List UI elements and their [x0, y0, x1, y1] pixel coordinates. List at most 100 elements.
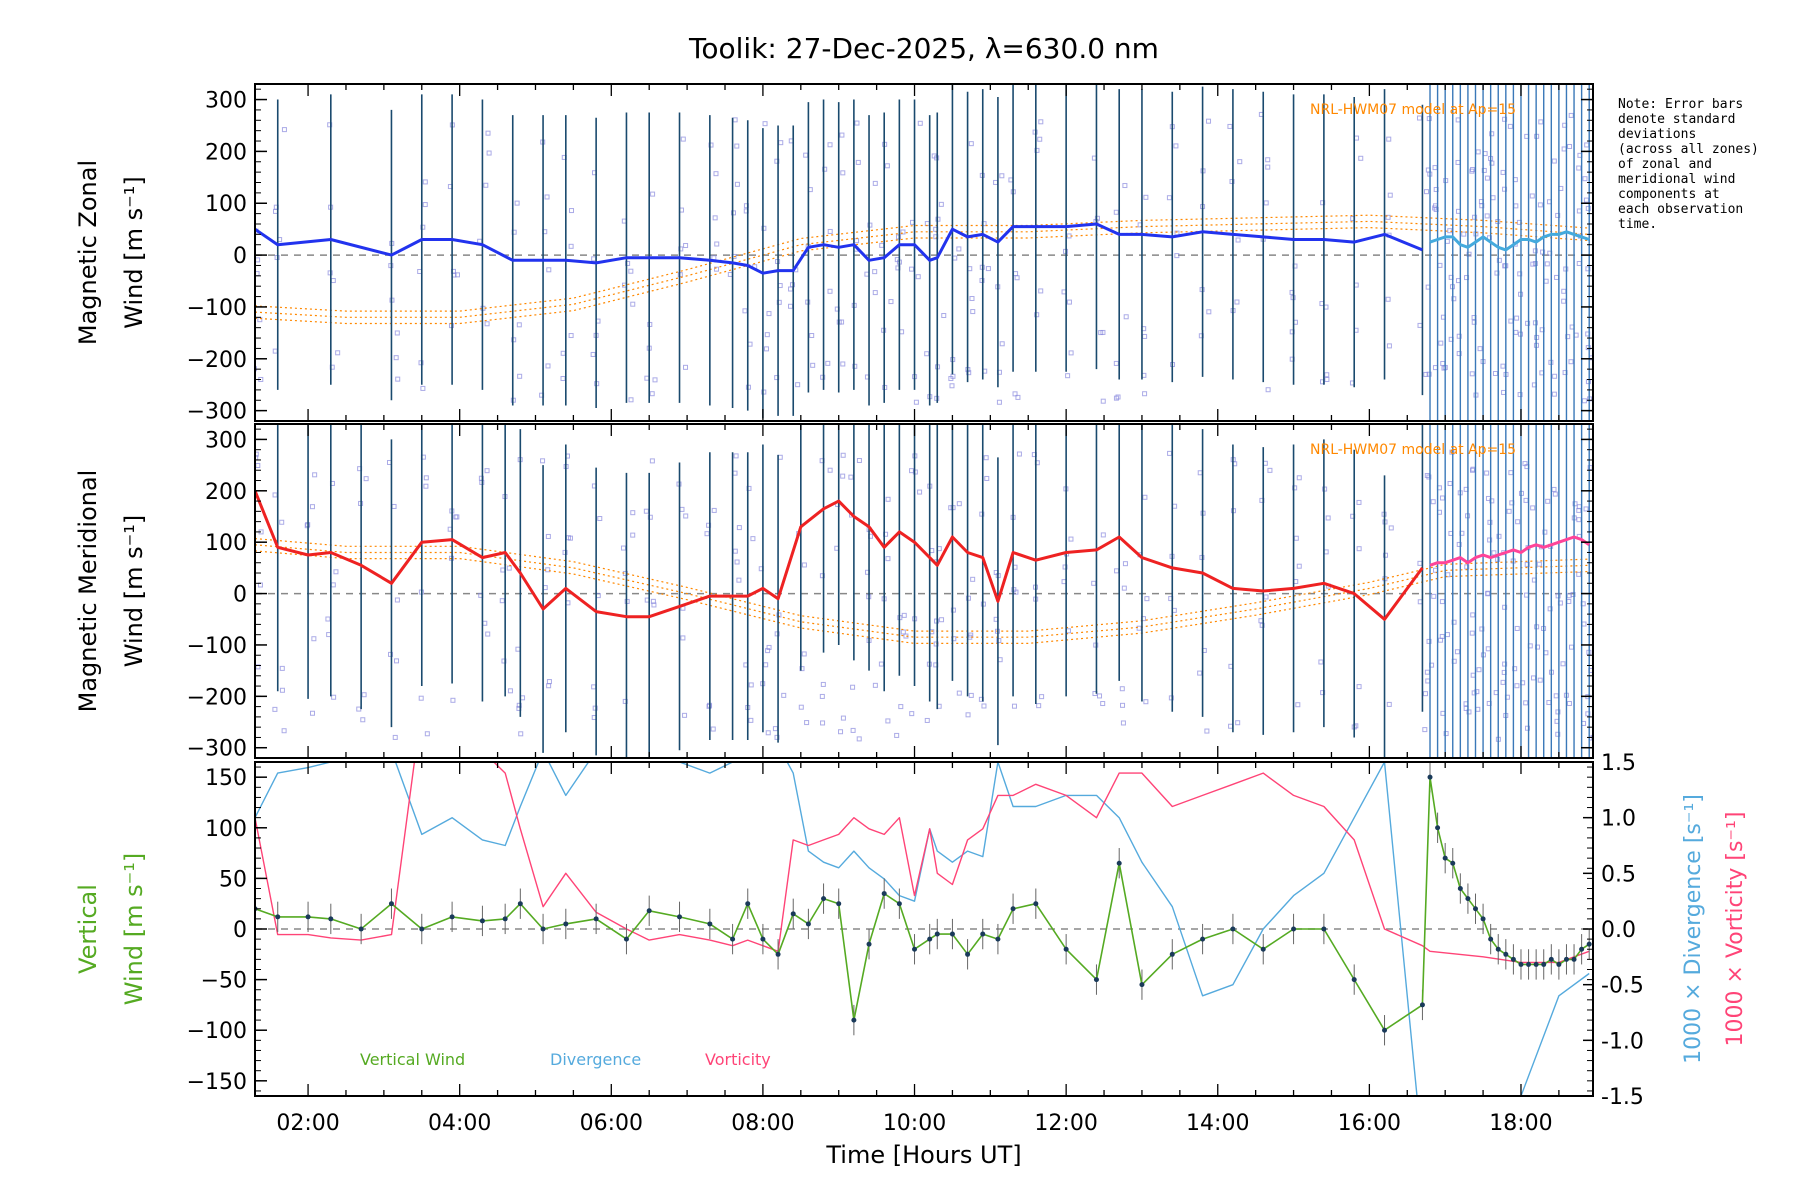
- x-tick-label: 06:00: [580, 1111, 643, 1136]
- zone-point: [597, 516, 603, 522]
- zone-point: [1566, 599, 1572, 605]
- zone-point: [899, 329, 905, 335]
- zone-point: [1258, 618, 1264, 624]
- zone-point: [628, 397, 634, 403]
- zone-point: [810, 362, 816, 368]
- zone-point: [1227, 123, 1233, 129]
- zone-point: [335, 350, 341, 356]
- vertical-wind-point: [1260, 946, 1266, 952]
- zone-point: [819, 693, 825, 699]
- zone-point: [647, 514, 653, 520]
- zone-point: [1568, 112, 1574, 118]
- zone-point: [625, 260, 631, 266]
- zone-point: [679, 506, 685, 512]
- zone-point: [848, 474, 854, 480]
- zone-point: [1036, 703, 1042, 709]
- vertical-wind-point: [836, 901, 842, 907]
- zonal-wind-panel: NRL-HWM07 model at Ap=15 −300 −200 −100 0 100…: [74, 83, 1594, 425]
- zone-point: [454, 514, 460, 520]
- zone-point: [979, 511, 985, 517]
- zone-point: [518, 731, 524, 737]
- zone-point: [852, 363, 858, 369]
- zone-point: [1481, 167, 1487, 173]
- zone-point: [1487, 519, 1493, 525]
- zone-point: [1426, 638, 1432, 644]
- zone-point: [485, 631, 491, 637]
- zone-point: [1143, 699, 1149, 705]
- zone-point: [1014, 275, 1020, 281]
- meridional-wind-panel: NRL-HWM07 model at Ap=15 −300 −200 −100 0 100…: [74, 423, 1594, 762]
- x-tick-label: 04:00: [428, 1111, 491, 1136]
- zone-point: [1386, 701, 1392, 707]
- y2-tick-label: -0.5: [1601, 974, 1644, 999]
- zone-point: [970, 309, 976, 315]
- zone-point: [1354, 135, 1360, 141]
- zone-point: [628, 268, 634, 274]
- zone-point: [255, 463, 261, 469]
- zone-point: [630, 510, 636, 516]
- zone-point: [1585, 266, 1591, 272]
- zone-point: [1517, 271, 1523, 277]
- vertical-wind-point: [563, 921, 569, 927]
- zone-point: [1444, 632, 1450, 638]
- zone-point: [1142, 494, 1148, 500]
- panel-frame: [254, 83, 1594, 422]
- zone-point: [1296, 563, 1302, 569]
- zone-point: [1383, 552, 1389, 558]
- zone-point: [514, 200, 520, 206]
- vertical-wind-point: [1518, 961, 1524, 967]
- zone-point: [517, 373, 523, 379]
- note-line: denote standard: [1618, 112, 1736, 127]
- zone-point: [1492, 370, 1498, 376]
- model-curve: [255, 538, 1590, 632]
- zone-point: [965, 712, 971, 718]
- y-tick-label: −100: [187, 634, 247, 659]
- vertical-wind-point: [502, 916, 508, 922]
- zone-point: [327, 122, 333, 128]
- zone-point: [1456, 333, 1462, 339]
- zone-point: [1296, 475, 1302, 481]
- zone-point: [1569, 644, 1575, 650]
- zone-point: [394, 658, 400, 664]
- y-tick-label: 200: [205, 480, 247, 505]
- zone-point: [507, 688, 513, 694]
- vertical-wind-point: [980, 931, 986, 937]
- vertical-wind-point: [1427, 774, 1433, 780]
- zone-point: [1523, 700, 1529, 706]
- zone-point: [938, 201, 944, 207]
- x-tick-label: 02:00: [276, 1111, 339, 1136]
- zone-point: [1484, 470, 1490, 476]
- zone-point: [1560, 661, 1566, 667]
- vertical-wind-point: [1488, 936, 1494, 942]
- zone-point: [486, 150, 492, 156]
- zone-point: [1324, 372, 1330, 378]
- zone-point: [391, 503, 397, 509]
- zone-point: [885, 556, 891, 562]
- zone-point: [1484, 213, 1490, 219]
- zone-point: [825, 360, 831, 366]
- zone-point: [506, 565, 512, 571]
- zone-point: [850, 684, 856, 690]
- zone-point: [1119, 686, 1125, 692]
- zone-point: [544, 194, 550, 200]
- zone-point: [1091, 580, 1097, 586]
- zone-point: [644, 375, 650, 381]
- vertical-wind-point: [1063, 946, 1069, 952]
- zone-point: [1197, 670, 1203, 676]
- zone-point: [1123, 314, 1129, 320]
- zone-point: [511, 337, 517, 343]
- zone-point: [924, 351, 930, 357]
- zone-point: [822, 166, 828, 172]
- zone-point: [423, 483, 429, 489]
- zone-point: [1292, 485, 1298, 491]
- zone-point: [788, 286, 794, 292]
- zone-point: [1038, 288, 1044, 294]
- y-axis-label-line1: Magnetic Meridional: [74, 470, 102, 713]
- zone-point: [856, 736, 862, 742]
- zone-point: [1066, 299, 1072, 305]
- zone-point: [956, 246, 962, 252]
- y-tick-label: 300: [205, 428, 247, 453]
- vertical-wind-point: [896, 901, 902, 907]
- zone-point: [1546, 700, 1552, 706]
- vertical-wind-point: [707, 921, 713, 927]
